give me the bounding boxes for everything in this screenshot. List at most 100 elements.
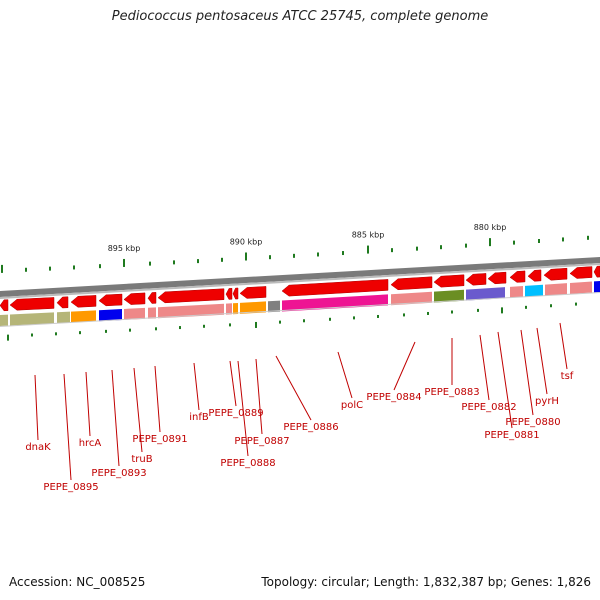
gene-arrow — [123, 292, 146, 305]
backbone-ring — [0, 257, 600, 297]
scale-label: 890 kbp — [230, 238, 263, 247]
gene-label-text: PEPE_0880 — [505, 417, 560, 428]
genome-backbone — [0, 257, 600, 299]
gene-label-text: PEPE_0881 — [484, 430, 539, 441]
gene-arrow — [527, 269, 542, 282]
scale-label: 880 kbp — [474, 223, 507, 232]
gene-arrow — [157, 288, 225, 304]
gene-label-pepe-0881: PEPE_0881 — [484, 331, 540, 441]
gene-label-pepe-0880: PEPE_0880 — [505, 329, 561, 428]
gene-arrow — [0, 299, 9, 312]
gene-track — [0, 265, 600, 312]
genome-summary-text: Topology: circular; Length: 1,832,387 bp… — [261, 575, 591, 589]
leader-line — [497, 331, 513, 429]
gene-label-text: PEPE_0895 — [43, 482, 98, 493]
gene-arrow — [465, 273, 487, 286]
cog-segment — [148, 307, 156, 319]
cog-segment — [226, 303, 232, 315]
cog-segment — [0, 314, 8, 326]
leader-line — [559, 322, 568, 370]
gene-label-infb: infB — [189, 362, 209, 423]
gene-label-pepe-0887: PEPE_0887 — [234, 358, 290, 447]
gene-arrow — [70, 295, 97, 308]
cog-segment — [282, 294, 388, 312]
gene-label-text: PEPE_0893 — [91, 468, 146, 479]
gene-label-pepe-0888: PEPE_0888 — [220, 360, 276, 469]
backbone-shade — [0, 263, 600, 299]
gene-arrow — [569, 266, 593, 279]
gene-label-text: hrcA — [79, 438, 102, 449]
scale-label: 895 kbp — [108, 244, 141, 253]
accession-text: Accession: NC_008525 — [9, 575, 146, 589]
cog-segment — [71, 310, 96, 323]
gene-label-pepe-0884: PEPE_0884 — [366, 341, 422, 403]
gene-arrow — [56, 296, 69, 309]
cog-segment — [391, 291, 432, 306]
cog-segment — [268, 300, 280, 313]
cog-segment — [99, 309, 122, 322]
cog-segment — [233, 302, 238, 315]
gene-label-tsf: tsf — [559, 322, 574, 382]
gene-labels: dnaK PEPE_0895 hrcA PEPE_0893 truB PEPE_0891i… — [25, 322, 574, 493]
leader-line — [193, 362, 200, 411]
leader-line — [85, 371, 91, 437]
gene-label-text: PEPE_0884 — [366, 392, 421, 403]
gene-label-text: PEPE_0886 — [283, 422, 338, 433]
gene-label-text: PEPE_0889 — [208, 408, 263, 419]
cog-segment — [545, 283, 567, 296]
gene-label-text: PEPE_0891 — [132, 434, 187, 445]
gene-label-text: tsf — [561, 371, 574, 382]
gene-label-text: PEPE_0883 — [424, 387, 479, 398]
gene-arrow — [593, 265, 600, 278]
cog-segment — [124, 307, 145, 320]
leader-line — [393, 341, 416, 391]
gene-arrow — [433, 274, 465, 288]
inner-ticks — [7, 302, 577, 341]
gene-label-text: infB — [189, 412, 209, 423]
gene-label-pepe-0893: PEPE_0893 — [91, 369, 147, 479]
gene-label-text: PEPE_0882 — [461, 402, 516, 413]
gene-arrow — [543, 267, 568, 281]
leader-line — [337, 351, 353, 399]
gene-label-pepe-0886: PEPE_0886 — [275, 355, 339, 433]
gene-label-text: truB — [131, 454, 152, 465]
position-ticks — [1, 235, 589, 273]
gene-arrow — [225, 288, 233, 300]
cog-segment — [10, 312, 54, 326]
gene-arrow — [232, 287, 239, 300]
leader-line — [229, 360, 237, 407]
gene-arrow — [147, 292, 157, 304]
gene-label-pyrh: pyrH — [535, 327, 559, 407]
cog-segment — [525, 284, 543, 297]
leader-line — [255, 358, 263, 435]
gene-label-pepe-0891: PEPE_0891 — [132, 365, 188, 445]
gene-arrow — [390, 276, 433, 291]
gene-label-text: dnaK — [25, 442, 51, 453]
gene-label-text: PEPE_0887 — [234, 436, 289, 447]
gene-label-pepe-0895: PEPE_0895 — [43, 373, 99, 493]
gene-label-text: pyrH — [535, 396, 559, 407]
cog-track — [0, 281, 600, 327]
gene-arrow — [98, 293, 123, 307]
gene-label-text: PEPE_0888 — [220, 458, 275, 469]
gene-arrow — [509, 270, 526, 283]
gene-label-pepe-0882: PEPE_0882 — [461, 334, 517, 413]
gene-arrow — [239, 286, 267, 299]
leader-line — [133, 367, 143, 453]
leader-line — [63, 373, 72, 481]
kbp-scale: 895 kbp 890 kbp 885 kbp 880 kbp — [108, 223, 507, 253]
gene-label-trub: truB — [131, 367, 153, 465]
gene-arrow — [487, 271, 507, 285]
gene-label-pepe-0889: PEPE_0889 — [208, 360, 264, 419]
gene-label-dnak: dnaK — [25, 374, 51, 453]
scale-label: 885 kbp — [352, 231, 385, 240]
cog-segment — [57, 311, 70, 324]
gene-label-pepe-0883: PEPE_0883 — [424, 338, 480, 398]
gene-arrow — [281, 279, 389, 297]
leader-line — [111, 369, 120, 467]
leader-line — [275, 355, 312, 421]
cog-segment — [434, 289, 464, 303]
cog-segment — [240, 301, 266, 314]
leader-line — [520, 329, 534, 416]
gene-label-text: polC — [341, 400, 363, 411]
